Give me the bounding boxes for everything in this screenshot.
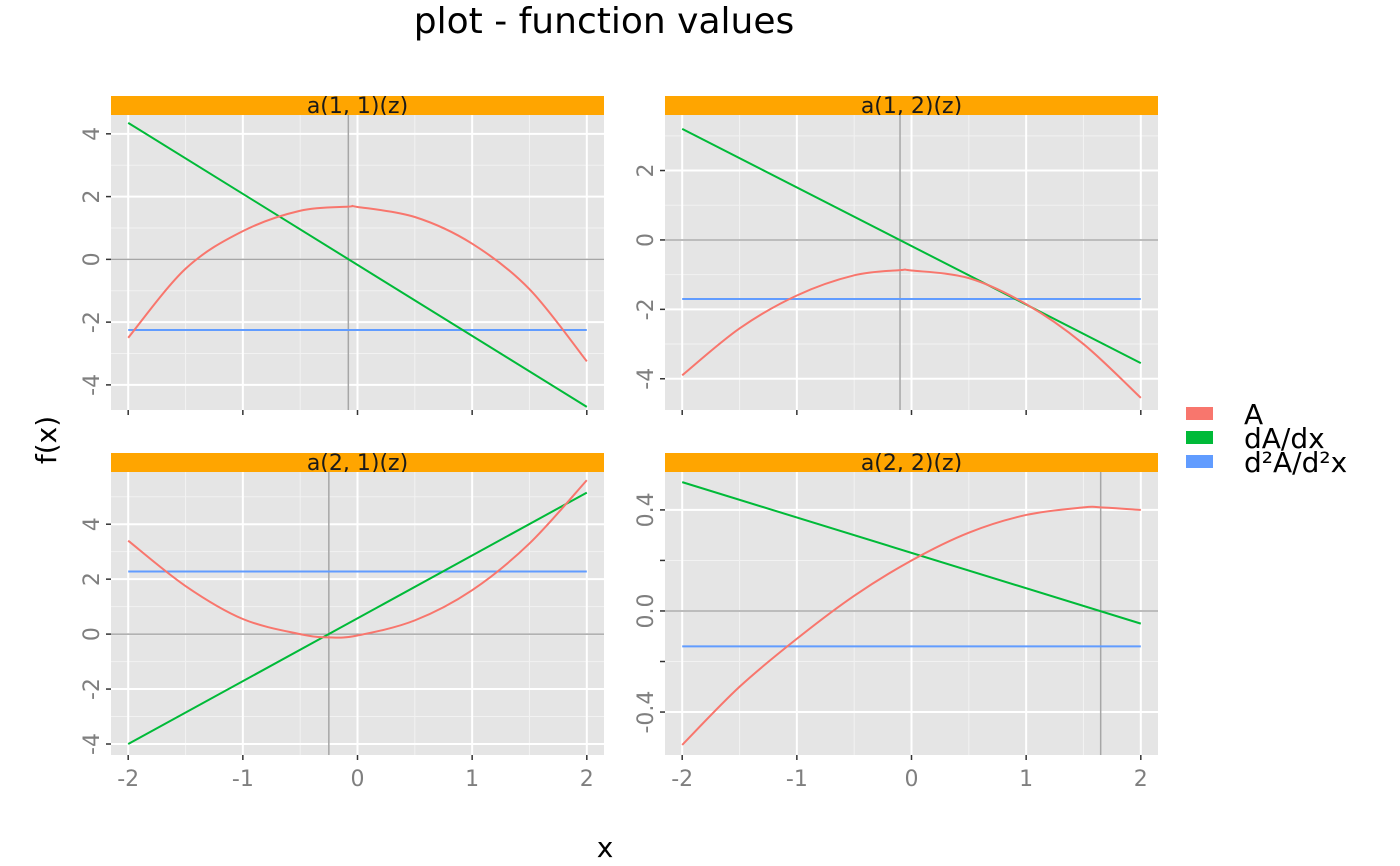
facet-strip-label: a(1, 2)(z) <box>861 94 962 119</box>
series-line-a <box>681 268 1142 399</box>
y-tick-label: -4 <box>634 368 659 390</box>
facet-strip-label: a(2, 1)(z) <box>307 451 408 476</box>
x-tick-label: -2 <box>117 767 139 792</box>
series-line-da <box>681 127 1142 365</box>
y-tick-label: 0 <box>80 627 105 641</box>
y-tick-label: 2 <box>80 190 105 204</box>
y-tick-label: -2 <box>634 298 659 320</box>
facet-strip <box>665 96 1158 115</box>
y-tick-label: 4 <box>80 517 105 531</box>
x-tick-label: 1 <box>1019 767 1033 792</box>
series-line-a <box>681 505 1141 746</box>
legend-label-a: A <box>1244 398 1263 431</box>
y-tick-label: -4 <box>80 733 105 755</box>
series-line-da <box>127 491 588 745</box>
y-tick-label: 0.0 <box>634 593 659 628</box>
x-tick-label: -2 <box>671 767 693 792</box>
x-tick-label: -1 <box>786 767 808 792</box>
panel-3: a(2, 1)(z) -2 -1 0 1 2 -4 -2 0 2 4 <box>80 451 604 792</box>
series-line-a <box>127 204 588 362</box>
facet-strip <box>111 96 604 115</box>
facet-strip <box>111 453 604 472</box>
y-tick-label: 4 <box>80 127 105 141</box>
y-tick-label: 0 <box>80 252 105 266</box>
y-tick-label: 2 <box>634 164 659 178</box>
facet-strip <box>665 453 1158 472</box>
panel-1: a(1, 1)(z) -4 -2 0 2 4 <box>80 94 604 415</box>
y-tick-label: 2 <box>80 572 105 586</box>
x-tick-label: 0 <box>905 767 919 792</box>
x-axis-title: x <box>597 831 614 864</box>
chart-title: plot - function values <box>414 1 794 42</box>
y-tick-label: -2 <box>80 678 105 700</box>
y-axis-title: f(x) <box>30 416 63 464</box>
legend-key-a <box>1186 407 1213 420</box>
y-tick-label: -2 <box>80 311 105 333</box>
legend-key-da <box>1186 431 1213 444</box>
series-line-a <box>127 479 588 639</box>
legend-key-d2a <box>1186 455 1213 468</box>
facet-strip-label: a(1, 1)(z) <box>307 94 408 119</box>
y-tick-label: 0 <box>634 233 659 247</box>
panel-4: a(2, 2)(z) -2 -1 0 1 2 -0.4 0.0 0.4 <box>634 451 1158 792</box>
y-tick-label: -0.4 <box>634 691 659 734</box>
facet-strip-label: a(2, 2)(z) <box>861 451 962 476</box>
x-tick-label: 2 <box>1134 767 1148 792</box>
legend-label-d2a: d²A/d²x <box>1244 446 1347 479</box>
legend-label-da: dA/dx <box>1244 422 1325 455</box>
x-tick-label: 2 <box>580 767 594 792</box>
series-line-da <box>681 481 1142 625</box>
x-tick-label: 1 <box>465 767 479 792</box>
y-tick-label: -4 <box>80 374 105 396</box>
x-tick-label: 0 <box>351 767 365 792</box>
x-tick-label: -1 <box>232 767 254 792</box>
y-tick-label: 0.4 <box>634 492 659 527</box>
series-line-da <box>127 121 588 408</box>
panel-2: a(1, 2)(z) -4 -2 0 2 <box>634 94 1158 415</box>
